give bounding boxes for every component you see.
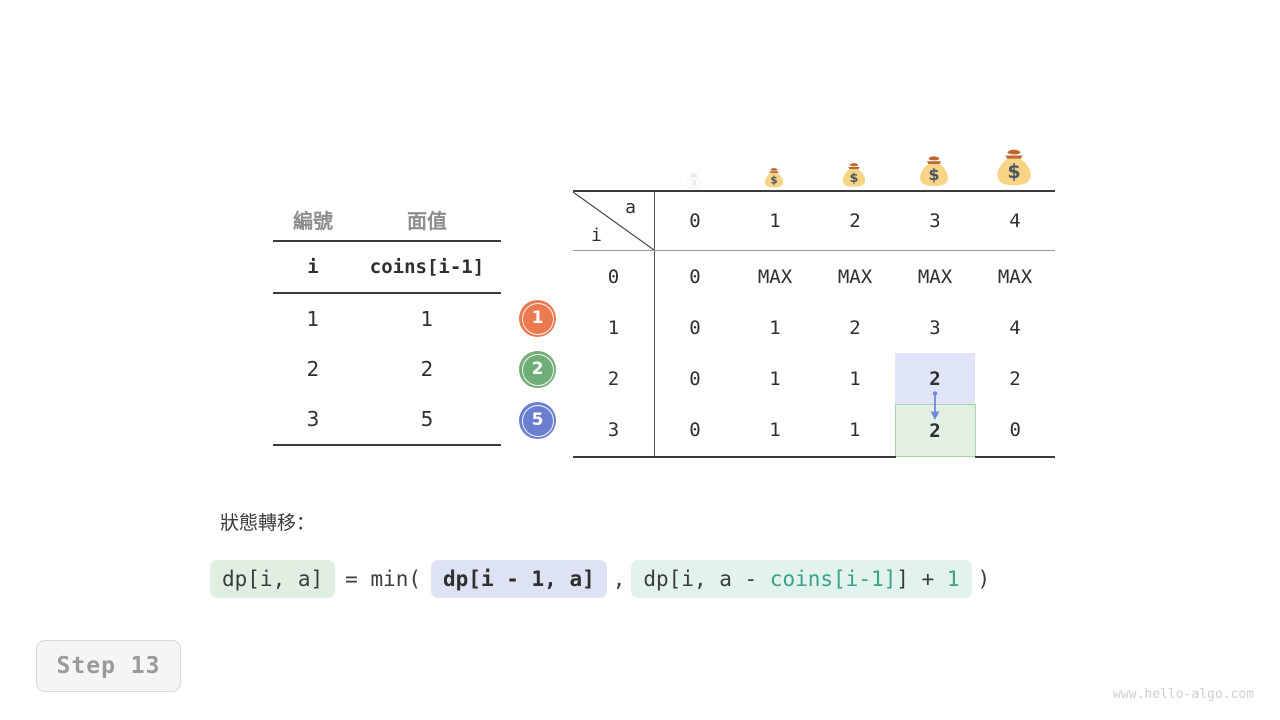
money-bag-row: $ $ $ $ $ (573, 120, 1054, 190)
svg-text:$: $ (770, 175, 777, 187)
coin-denomination-table: 編號 面值 i coins[i-1] 1 1 2 2 3 5 (273, 198, 501, 446)
dp-cell-2-0: 0 (689, 367, 701, 390)
coin-table-cn-header-row: 編號 面值 (273, 198, 501, 242)
dp-cell-3-0: 0 (654, 404, 735, 458)
coin-row-1-index: 1 (306, 307, 320, 331)
dp-cell-1-2: 2 (849, 316, 861, 339)
dp-corner-cell: a i (573, 190, 655, 251)
dp-cell-3-3-highlight-target: 2 (894, 404, 976, 457)
table-row: 0 0 MAX MAX MAX MAX (573, 250, 1055, 302)
diagonal-divider-icon (573, 192, 654, 250)
formula-arg2-coins: coins[i-1] (769, 567, 897, 591)
dp-cell-1-3: 3 (929, 316, 941, 339)
svg-text:$: $ (1007, 160, 1020, 183)
dp-cell-3-1: 1 (735, 404, 815, 458)
dp-corner-label-a: a (625, 197, 636, 218)
dp-cell-0-3: MAX (917, 265, 953, 288)
dp-row-header-1: 1 (573, 302, 655, 353)
formula-arg1-chip: dp[i - 1, a] (431, 560, 607, 599)
watermark: www.hello-algo.com (1113, 687, 1254, 702)
dp-cell-3-2: 1 (815, 404, 895, 458)
coin-badge-3: 5 (519, 402, 556, 439)
coin-badge-1: 1 (519, 300, 556, 337)
dp-table-panel: $ $ $ $ $ a i 0 1 2 3 4 0 0 MAX MAX MAX MAX (573, 120, 1055, 458)
dp-cell-2-2: 1 (849, 367, 861, 390)
dp-col-header-1: 1 (735, 190, 815, 251)
coin-badge-column: 1 2 5 (519, 300, 556, 453)
dp-col-header-2: 2 (815, 190, 895, 251)
dp-row-header-2: 2 (573, 353, 655, 405)
dp-cell-2-4: 2 (1009, 367, 1021, 390)
dp-cell-0-4: MAX (997, 265, 1033, 288)
coin-badge-2: 2 (519, 351, 556, 388)
table-row: 2 2 (273, 344, 501, 394)
money-bag-icon-1: $ (761, 164, 787, 190)
dp-cell-0-1: MAX (757, 265, 793, 288)
coin-row-3-index: 3 (273, 394, 353, 446)
dp-cell-0-2: MAX (837, 265, 873, 288)
coin-row-2-index: 2 (306, 357, 320, 381)
table-row: 2 0 1 1 2 2 (573, 353, 1055, 405)
coin-table-header-i: i (273, 241, 353, 294)
table-row: 3 5 (273, 394, 501, 446)
money-bag-icon-4: $ (990, 142, 1038, 190)
coin-table-header-index-cn: 編號 (273, 198, 353, 242)
coin-table-grid: 編號 面值 i coins[i-1] 1 1 2 2 3 5 (273, 198, 501, 446)
coin-badge-1-label: 1 (531, 308, 544, 328)
dp-cell-1-0: 0 (689, 316, 701, 339)
table-row: 1 1 (273, 293, 501, 344)
coin-table-header-coins: coins[i-1] (353, 241, 501, 294)
formula-close-paren: ) (977, 567, 991, 592)
coin-row-2-value: 2 (420, 357, 434, 381)
coin-table-header-value-cn: 面值 (353, 198, 501, 242)
coin-badge-2-label: 2 (531, 359, 544, 379)
formula-target-chip: dp[i, a] (210, 560, 336, 599)
dp-row-header-3: 3 (573, 404, 655, 458)
dp-corner-label-i: i (591, 225, 602, 246)
transition-label: 狀態轉移： (220, 512, 316, 534)
dp-row-header-0: 0 (573, 250, 655, 302)
svg-text:$: $ (691, 178, 697, 187)
money-bag-icon-0: $ (684, 170, 704, 190)
money-bag-icon-2: $ (838, 158, 870, 190)
formula-arg2-chip: dp[i, a - coins[i-1]] + 1 (631, 560, 972, 599)
formula-arg2-mid: ] + (896, 567, 947, 591)
table-row: 1 0 1 2 3 4 (573, 302, 1055, 353)
dp-cell-2-3-highlight-source: 2 (895, 353, 975, 405)
dp-col-header-3: 3 (895, 190, 975, 251)
formula-equals: = min( (345, 567, 422, 592)
dp-cell-2-1: 1 (769, 367, 781, 390)
coin-row-3-value: 5 (353, 394, 501, 446)
dp-cell-3-4: 0 (975, 404, 1055, 458)
dp-col-header-4: 4 (975, 190, 1055, 251)
formula-comma: , (612, 567, 626, 592)
svg-text:$: $ (928, 165, 939, 184)
formula-arg2-one: 1 (946, 567, 960, 591)
dp-table-grid: a i 0 1 2 3 4 0 0 MAX MAX MAX MAX 1 0 1 … (573, 190, 1055, 458)
coin-table-code-header-row: i coins[i-1] (273, 241, 501, 294)
dp-cell-0-0: 0 (689, 265, 701, 288)
step-badge: Step 13 (36, 640, 181, 692)
coin-badge-3-label: 5 (531, 410, 544, 430)
formula-arg2-prefix: dp[i, a - (643, 567, 770, 591)
transition-formula: dp[i, a] = min( dp[i - 1, a] , dp[i, a -… (210, 560, 996, 599)
dp-header-row: a i 0 1 2 3 4 (573, 190, 1055, 251)
coin-row-1-value: 1 (420, 307, 434, 331)
dp-col-header-0: 0 (654, 190, 735, 251)
svg-text:$: $ (850, 171, 859, 186)
money-bag-icon-3: $ (914, 150, 954, 190)
table-row: 3 0 1 1 2 0 (573, 404, 1055, 458)
dp-cell-1-1: 1 (769, 316, 781, 339)
dp-cell-1-4: 4 (1009, 316, 1021, 339)
